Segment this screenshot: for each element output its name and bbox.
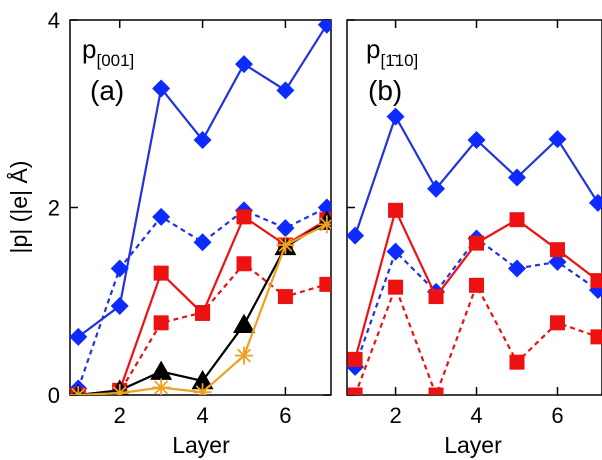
data-point-square	[549, 315, 565, 331]
data-point-square	[153, 265, 169, 281]
data-point-diamond	[386, 242, 405, 261]
data-point-square	[428, 387, 444, 395]
panel-b-ticks: 2 4 6	[347, 19, 564, 428]
data-point-diamond	[548, 130, 567, 149]
data-point-square	[388, 279, 404, 295]
data-point-star	[193, 383, 212, 395]
data-point-diamond	[317, 198, 331, 217]
data-point-diamond	[427, 179, 446, 198]
data-point-star	[70, 386, 88, 395]
data-point-square	[469, 277, 485, 293]
data-point-square	[509, 354, 525, 370]
panel-b-label: (b)	[368, 75, 402, 106]
data-point-square	[236, 256, 252, 272]
panel-b-title: p[1̄10]	[366, 34, 418, 70]
data-point-diamond	[588, 193, 602, 212]
data-point-square	[590, 273, 602, 289]
data-point-square	[319, 276, 331, 292]
data-point-diamond	[467, 131, 486, 149]
panel-a-title: p[001]	[82, 34, 134, 70]
data-point-diamond	[152, 207, 171, 226]
data-point-diamond	[386, 107, 405, 126]
data-point-diamond	[110, 259, 129, 278]
panel-b-title-main: p	[366, 34, 380, 64]
data-point-square	[277, 289, 293, 305]
data-point-square	[509, 212, 525, 228]
data-point-diamond	[317, 20, 331, 34]
y-tick-label: 2	[48, 196, 60, 221]
data-point-triangle	[191, 369, 214, 390]
data-point-square	[388, 202, 404, 218]
panel-b: 2 4 6 p[1̄10] (b) Layer	[346, 19, 602, 458]
data-point-star	[152, 378, 171, 395]
data-point-triangle	[150, 360, 173, 380]
data-point-square	[236, 209, 252, 225]
x-tick-label: 2	[389, 403, 401, 428]
x-tick-label: 4	[470, 403, 482, 428]
data-point-star	[110, 384, 129, 395]
data-point-diamond	[152, 79, 171, 98]
data-point-diamond	[347, 226, 365, 245]
y-tick-label: 4	[48, 8, 60, 33]
panel-b-xlabel: Layer	[444, 432, 502, 458]
panel-a: 2 4 6 0 2 4 p[001] (a) Layer	[48, 8, 332, 458]
data-point-diamond	[193, 131, 212, 149]
data-point-square	[347, 387, 363, 395]
data-point-diamond	[193, 233, 212, 252]
data-point-square	[469, 235, 485, 251]
panel-a-series	[70, 20, 331, 395]
x-tick-label: 4	[196, 403, 208, 428]
data-point-diamond	[235, 55, 253, 74]
data-point-square	[195, 305, 211, 320]
data-point-diamond	[276, 81, 295, 100]
data-point-square	[347, 351, 363, 367]
panel-b-title-sub: [1̄10]	[380, 51, 418, 70]
data-point-diamond	[70, 327, 88, 346]
x-tick-label: 6	[551, 403, 563, 428]
x-tick-label: 2	[114, 403, 126, 428]
data-point-triangle	[233, 313, 255, 333]
data-point-diamond	[276, 219, 295, 238]
panel-b-series	[347, 107, 602, 395]
y-axis-label: |p| (|e| Å)	[5, 161, 32, 254]
x-tick-label: 6	[279, 403, 291, 428]
data-point-diamond	[548, 252, 567, 271]
panel-a-ticks: 2 4 6 0 2 4	[48, 8, 331, 428]
panel-a-xlabel: Layer	[172, 432, 230, 458]
data-point-star	[317, 215, 331, 234]
data-point-star	[276, 236, 295, 254]
panel-a-title-main: p	[82, 34, 96, 64]
data-point-square	[153, 315, 169, 331]
series-line-red-dashed-square	[354, 282, 599, 395]
panel-a-title-sub: [001]	[96, 51, 134, 70]
data-point-diamond	[508, 168, 526, 187]
y-tick-label: 0	[48, 383, 60, 408]
data-point-diamond	[508, 259, 526, 278]
data-point-square	[549, 242, 565, 258]
panel-a-label: (a)	[90, 75, 124, 106]
data-point-diamond	[110, 296, 129, 315]
data-point-square	[590, 329, 602, 345]
data-point-square	[428, 289, 444, 305]
data-point-star	[235, 346, 253, 365]
